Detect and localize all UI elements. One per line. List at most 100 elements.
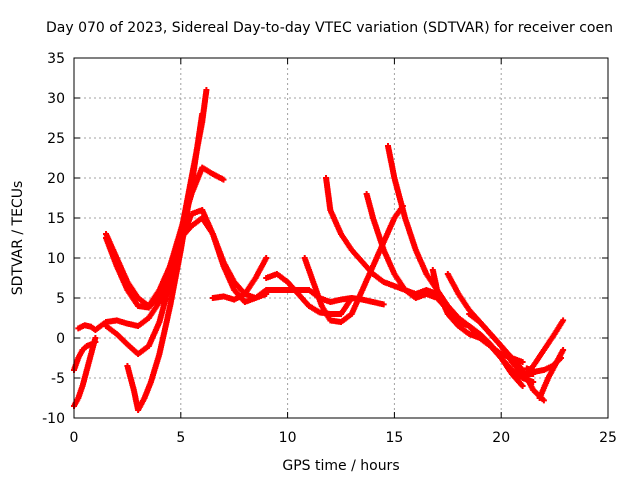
data-point [94,336,97,340]
data-point [158,320,161,324]
data-point [371,272,375,276]
data-point [275,272,279,276]
data-point [168,264,172,268]
data-point [532,364,535,368]
data-point [104,236,108,240]
data-point [243,292,247,296]
data-point [89,325,93,328]
data-point [500,352,503,356]
data-point [431,268,435,272]
data-point [350,248,353,252]
data-point [542,399,546,402]
data-point [500,344,503,348]
y-tick-label: 30 [47,91,65,107]
y-tick-label: 20 [47,171,65,187]
data-point [521,360,524,364]
data-point [329,312,332,316]
y-tick-label: 5 [56,291,65,307]
data-point [85,368,89,372]
y-tick-label: 15 [47,211,65,227]
data-point [126,364,129,368]
data-point [254,296,257,300]
x-tick-label: 0 [70,430,79,446]
y-tick-label: 0 [56,331,65,347]
y-axis-label: SDTVAR / TECUs [10,181,26,296]
axis-ticks: 0 5 10 15 20 25 -10 -5 0 5 10 15 20 25 30 35 [42,51,617,446]
data-point [425,288,428,292]
data-point [286,288,289,292]
data-point [542,348,546,352]
data-point [190,212,193,216]
data-point [534,370,537,373]
y-tick-label: 35 [47,51,65,67]
data-point [489,344,492,348]
data-point [350,296,353,300]
data-point [478,336,482,340]
data-point [521,376,524,380]
data-point [190,184,193,188]
data-point [77,327,80,330]
data-point [265,256,268,260]
x-tick-label: 10 [279,430,297,446]
x-tick-label: 15 [385,430,403,446]
data-point [89,352,93,356]
series-track-8 [145,215,387,309]
data-point [538,396,541,400]
data-point [371,216,375,220]
data-point [94,328,97,332]
series-track-7 [124,111,206,413]
series-track-9 [209,255,270,303]
data-point [553,332,556,336]
y-tick-label: 25 [47,131,65,147]
data-point [361,260,364,264]
data-point [414,296,417,300]
data-point [158,352,161,356]
data-point [211,172,215,176]
series-track-20 [536,347,567,401]
data-point [115,332,118,336]
data-point [403,216,407,220]
data-point [350,312,353,316]
data-point [382,280,385,284]
x-tick-label: 5 [176,430,185,446]
data-point [104,232,108,236]
data-point [143,396,146,400]
data-point [205,88,208,92]
data-point [478,320,482,324]
data-point [115,319,118,322]
data-point [115,264,118,268]
data-point [371,264,375,268]
data-point [521,384,524,388]
data-point [190,224,193,228]
data-point [211,232,215,236]
data-point [339,312,343,316]
data-point [307,288,311,292]
data-point [77,396,80,400]
data-point [297,292,300,296]
x-tick-label: 25 [599,430,617,446]
data-point [233,298,236,301]
data-point [365,192,368,196]
data-point [265,276,268,280]
data-point [546,376,550,380]
data-point [446,312,449,316]
data-point [83,324,86,327]
data-point [136,408,140,412]
data-point [339,298,343,301]
data-point [200,216,204,220]
data-point [510,372,514,376]
data-point [489,332,492,336]
data-point [254,276,257,280]
data-point [361,288,364,292]
data-point [243,300,247,304]
data-point [386,144,390,148]
x-axis-label: GPS time / hours [282,458,399,474]
data-point [339,232,343,236]
data-point [318,311,321,314]
data-point [286,280,289,284]
data-point [467,312,471,316]
data-point [371,300,375,304]
data-point [478,332,482,336]
data-point [136,296,140,300]
